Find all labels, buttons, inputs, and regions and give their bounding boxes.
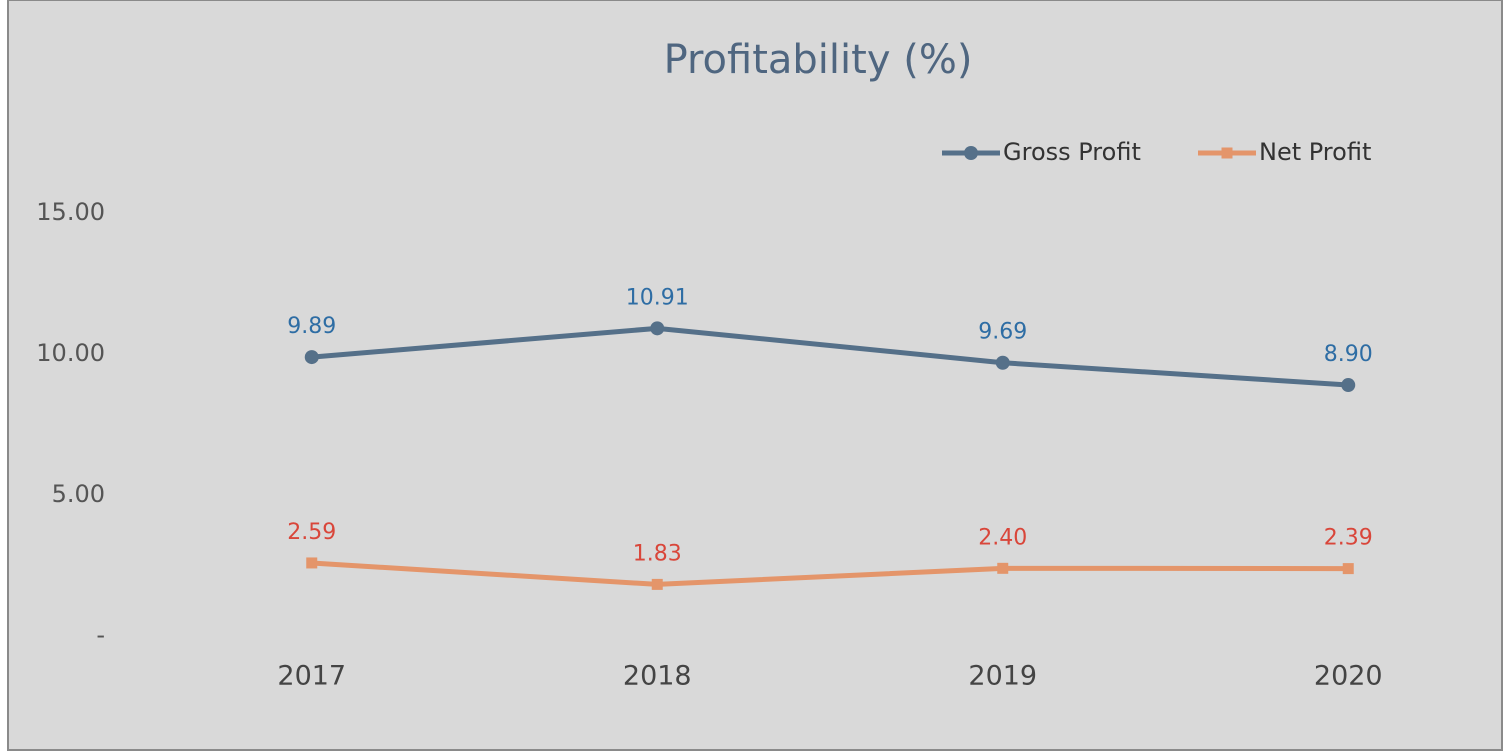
point-marker (650, 321, 664, 335)
y-tick-label: 5.00 (52, 480, 105, 508)
point-marker (305, 350, 319, 364)
point-marker (1341, 378, 1355, 392)
data-label: 9.69 (978, 320, 1027, 345)
data-label: 8.90 (1324, 342, 1373, 367)
data-label: 10.91 (626, 285, 689, 310)
data-label: 9.89 (287, 314, 336, 339)
point-marker (652, 579, 663, 590)
data-label: 2.39 (1324, 526, 1373, 551)
x-tick-label: 2018 (623, 661, 692, 692)
page: Profitability (%) - 5.00 10.00 15.00 2017 201… (0, 0, 1503, 751)
point-marker (997, 563, 1008, 574)
y-tick-label: 10.00 (36, 339, 105, 367)
legend-label: Net Profit (1259, 138, 1371, 166)
y-tick-label: 15.00 (36, 198, 105, 226)
x-tick-label: 2020 (1314, 661, 1383, 692)
data-label: 2.40 (978, 525, 1027, 550)
legend-marker (1222, 148, 1233, 159)
point-marker (996, 356, 1010, 370)
legend-label: Gross Profit (1003, 138, 1141, 166)
point-marker (306, 557, 317, 568)
data-label: 2.59 (287, 520, 336, 545)
legend-marker (964, 146, 978, 160)
chart-background (8, 0, 1502, 750)
x-tick-label: 2017 (277, 661, 346, 692)
data-label: 1.83 (633, 541, 682, 566)
x-tick-label: 2019 (968, 661, 1037, 692)
chart: Profitability (%) - 5.00 10.00 15.00 2017 201… (0, 0, 1503, 751)
point-marker (1343, 563, 1354, 574)
y-tick-label: - (96, 621, 105, 649)
chart-title: Profitability (%) (664, 37, 973, 83)
